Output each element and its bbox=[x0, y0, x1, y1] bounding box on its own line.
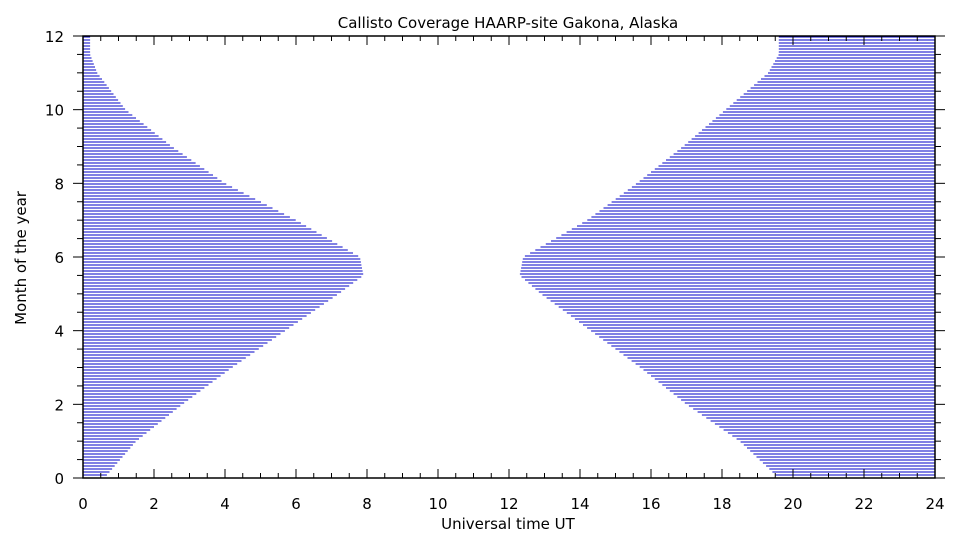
x-tick-label: 2 bbox=[149, 495, 159, 513]
x-tick-label: 10 bbox=[428, 495, 447, 513]
y-tick-label: 6 bbox=[54, 249, 64, 267]
x-tick-label: 4 bbox=[220, 495, 230, 513]
y-tick-label: 10 bbox=[45, 102, 64, 120]
y-tick-label: 4 bbox=[54, 323, 64, 341]
y-axis-label: Month of the year bbox=[12, 190, 30, 325]
x-tick-label: 16 bbox=[641, 495, 660, 513]
coverage-area-morning bbox=[83, 36, 364, 476]
hatch-layer bbox=[83, 36, 935, 476]
y-tick-label: 8 bbox=[54, 175, 64, 193]
y-tick-label: 0 bbox=[54, 470, 64, 488]
x-tick-label: 20 bbox=[783, 495, 802, 513]
x-axis-label: Universal time UT bbox=[441, 515, 576, 533]
x-tick-label: 22 bbox=[854, 495, 873, 513]
x-tick-label: 18 bbox=[712, 495, 731, 513]
x-tick-label: 6 bbox=[291, 495, 301, 513]
y-tick-label: 12 bbox=[45, 28, 64, 46]
x-tick-label: 14 bbox=[570, 495, 589, 513]
coverage-area-evening bbox=[519, 36, 935, 476]
x-tick-label: 24 bbox=[925, 495, 944, 513]
y-tick-label: 2 bbox=[54, 396, 64, 414]
x-tick-label: 12 bbox=[499, 495, 518, 513]
x-tick-label: 0 bbox=[78, 495, 88, 513]
x-tick-label: 8 bbox=[362, 495, 372, 513]
chart-title: Callisto Coverage HAARP-site Gakona, Ala… bbox=[338, 14, 679, 32]
